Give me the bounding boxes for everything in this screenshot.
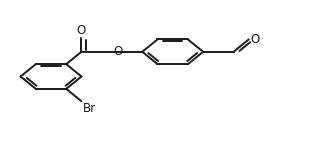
Text: O: O	[113, 45, 123, 58]
Text: O: O	[250, 33, 260, 46]
Text: O: O	[77, 24, 86, 37]
Text: Br: Br	[83, 102, 96, 115]
